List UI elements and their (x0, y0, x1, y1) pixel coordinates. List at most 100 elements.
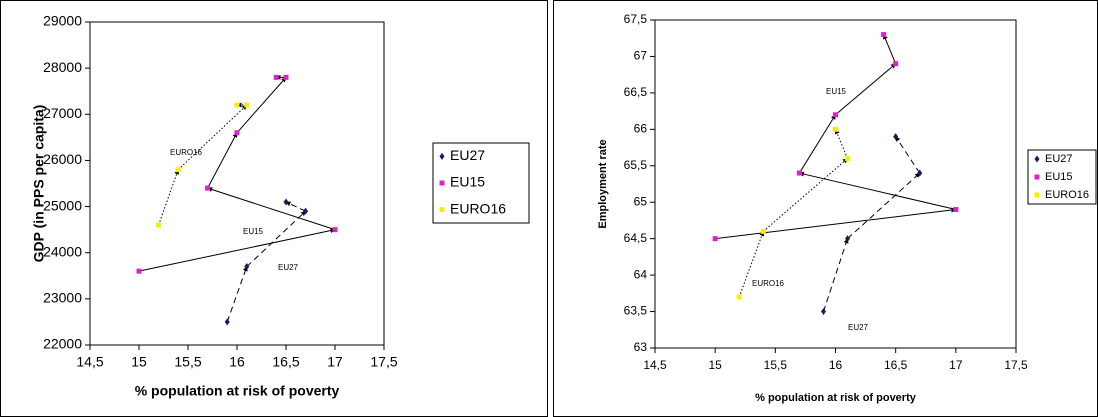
point (760, 228, 766, 234)
y-tick-label: 64,5 (624, 231, 648, 245)
annotation: EURO16 (170, 148, 203, 157)
x-tick-label: 14,5 (76, 354, 103, 370)
y-tick-label: 65,5 (624, 158, 648, 172)
y-tick-label: 63,5 (624, 304, 648, 318)
y-tick-label: 67 (634, 49, 648, 63)
legend-label: EURO16 (450, 200, 506, 216)
annotation: EURO16 (752, 279, 785, 288)
point (332, 227, 338, 233)
connector (158, 169, 180, 226)
connector (246, 210, 306, 267)
x-tick-label: 17 (327, 354, 343, 370)
annotation: EU27 (848, 323, 869, 332)
x-axis-label: % population at risk of poverty (135, 383, 340, 399)
y-tick-label: 22000 (43, 336, 82, 352)
connector (822, 238, 849, 312)
point (953, 207, 959, 213)
legend-marker (439, 180, 445, 186)
legend-label: EU15 (1045, 171, 1073, 183)
legend-label: EU15 (450, 174, 485, 190)
point (893, 133, 899, 141)
point (845, 235, 851, 243)
legend-marker (1034, 192, 1040, 198)
legend-marker (439, 207, 445, 213)
y-tick-label: 67,5 (624, 12, 648, 26)
y-tick-label: 66,5 (624, 85, 648, 99)
y-tick-label: 23000 (43, 290, 82, 306)
x-tick-label: 17,5 (1004, 358, 1028, 372)
connector (738, 230, 765, 298)
annotation: EU15 (243, 227, 264, 236)
connector (715, 207, 957, 240)
x-tick-label: 16,5 (884, 358, 908, 372)
point (156, 222, 162, 228)
x-tick-label: 16,5 (272, 354, 299, 370)
y-tick-label: 24000 (43, 243, 82, 259)
y-tick-label: 28000 (43, 59, 82, 75)
point (234, 102, 240, 108)
connector (236, 76, 287, 134)
x-tick-label: 15,5 (764, 358, 788, 372)
point (205, 185, 211, 191)
legend-label: EU27 (1045, 153, 1073, 165)
point (736, 294, 742, 300)
y-tick-label: 64 (634, 267, 648, 281)
connector (762, 158, 848, 232)
y-tick-label: 66 (634, 122, 648, 136)
connector (798, 114, 836, 174)
connector (798, 171, 956, 210)
annotation: EU27 (278, 263, 299, 272)
connector (847, 172, 921, 240)
x-tick-label: 15 (708, 358, 722, 372)
x-tick-label: 17 (949, 358, 963, 372)
legend-marker (1034, 174, 1040, 180)
point (881, 32, 887, 38)
x-axis-label: % population at risk of poverty (755, 392, 917, 404)
point (712, 236, 718, 242)
legend (432, 142, 530, 224)
x-tick-label: 17,5 (370, 354, 397, 370)
point (283, 198, 289, 206)
y-axis-label: GDP (in PPS per capita) (31, 105, 47, 263)
connector (207, 132, 238, 189)
point (845, 155, 851, 161)
point (917, 169, 923, 177)
x-tick-label: 15,5 (174, 354, 201, 370)
y-tick-label: 25000 (43, 197, 82, 213)
panel-frame (553, 0, 1098, 417)
connector (835, 63, 897, 116)
x-tick-label: 16 (229, 354, 245, 370)
annotation: EU15 (826, 87, 847, 96)
point (234, 130, 240, 136)
point (136, 268, 142, 274)
connector (883, 34, 897, 64)
x-tick-label: 16 (829, 358, 843, 372)
point (283, 74, 289, 80)
y-tick-label: 63 (634, 340, 648, 354)
connector (285, 201, 306, 212)
point (175, 167, 181, 173)
legend-label: EURO16 (1045, 189, 1089, 201)
point (833, 112, 838, 118)
point (273, 74, 279, 80)
point (833, 126, 838, 132)
point (303, 207, 309, 215)
connector (895, 136, 921, 174)
point (244, 263, 250, 271)
point (244, 102, 250, 108)
connector (207, 187, 336, 231)
y-tick-label: 65 (634, 194, 648, 208)
point (893, 61, 899, 67)
legend-marker (1034, 155, 1040, 163)
x-tick-label: 15 (131, 354, 147, 370)
y-tick-label: 26000 (43, 151, 82, 167)
y-tick-label: 29000 (43, 13, 82, 29)
x-tick-label: 14,5 (643, 358, 667, 372)
point (820, 308, 826, 316)
legend-marker (439, 152, 445, 160)
y-axis-label: Employment rate (597, 139, 609, 228)
point (224, 318, 230, 326)
legend-label: EU27 (450, 147, 485, 163)
y-tick-label: 27000 (43, 105, 82, 121)
